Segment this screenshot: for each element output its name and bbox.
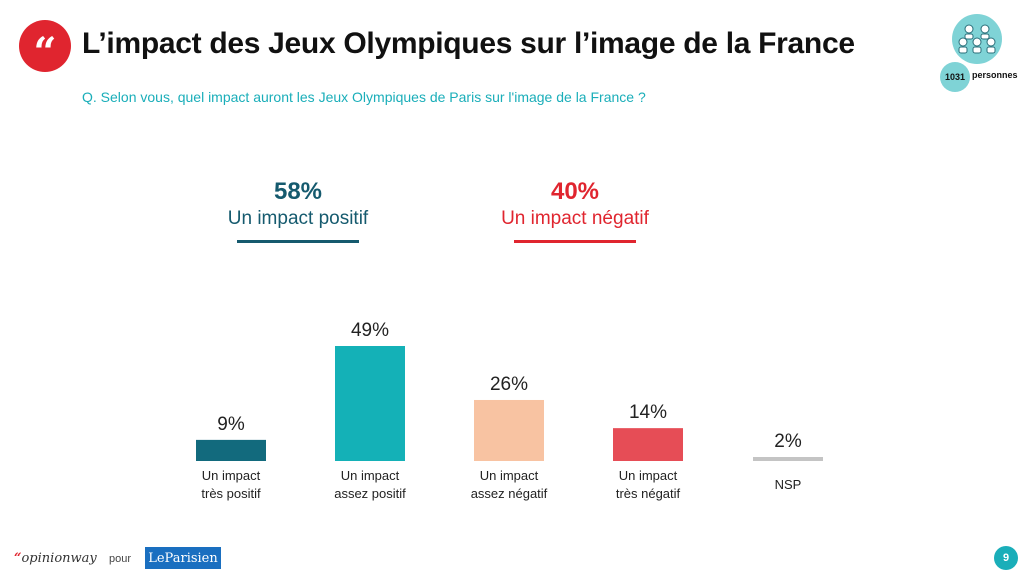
bar-3: [613, 428, 683, 461]
summary-positive: 58% Un impact positif: [198, 178, 398, 243]
summary-positive-underline: [237, 240, 359, 243]
audience-icon: [952, 14, 1002, 64]
bar-1: [335, 346, 405, 461]
category-label-3-0: Un impact: [619, 468, 678, 483]
summary-positive-pct: 58%: [273, 178, 323, 205]
sample-label: personnes: [972, 70, 1018, 80]
page-number: 9: [994, 546, 1018, 570]
sample-size-badge: 1031 personnes: [938, 12, 1018, 92]
bar-value-label-0: 9%: [217, 414, 245, 435]
bar-0: [196, 439, 266, 461]
bar-value-label-3: 14%: [629, 402, 667, 423]
category-label-1-1: assez positif: [334, 486, 406, 501]
footer-pour-text: pour: [109, 553, 132, 565]
bar-value-label-4: 2%: [774, 431, 802, 452]
summary-negative-underline: [514, 240, 636, 243]
category-label-1-0: Un impact: [341, 468, 400, 483]
category-label-2-0: Un impact: [480, 468, 539, 483]
survey-question: Q. Selon vous, quel impact auront les Je…: [82, 89, 646, 105]
category-label-4-0: NSP: [775, 477, 802, 492]
quote-icon: “: [19, 20, 71, 73]
bar-value-label-1: 49%: [351, 320, 389, 341]
sample-count: 1031: [940, 62, 970, 92]
category-label-2-1: assez négatif: [471, 486, 548, 501]
summary-negative-pct: 40%: [550, 178, 600, 205]
summary-negative: 40% Un impact négatif: [475, 178, 675, 243]
summary-positive-label: Un impact positif: [227, 208, 369, 229]
category-label-3-1: très négatif: [616, 486, 681, 501]
bar-value-label-2: 26%: [490, 374, 528, 395]
category-label-0-1: très positif: [201, 486, 261, 501]
summary-negative-label: Un impact négatif: [501, 208, 649, 229]
bar-2: [474, 399, 544, 461]
category-label-0-0: Un impact: [202, 468, 261, 483]
opinionway-logo: “opinionway: [14, 551, 97, 566]
bar-4: [753, 457, 823, 461]
page-title: L’impact des Jeux Olympiques sur l’image…: [82, 27, 855, 60]
le-parisien-logo: LeParisien: [145, 547, 221, 569]
